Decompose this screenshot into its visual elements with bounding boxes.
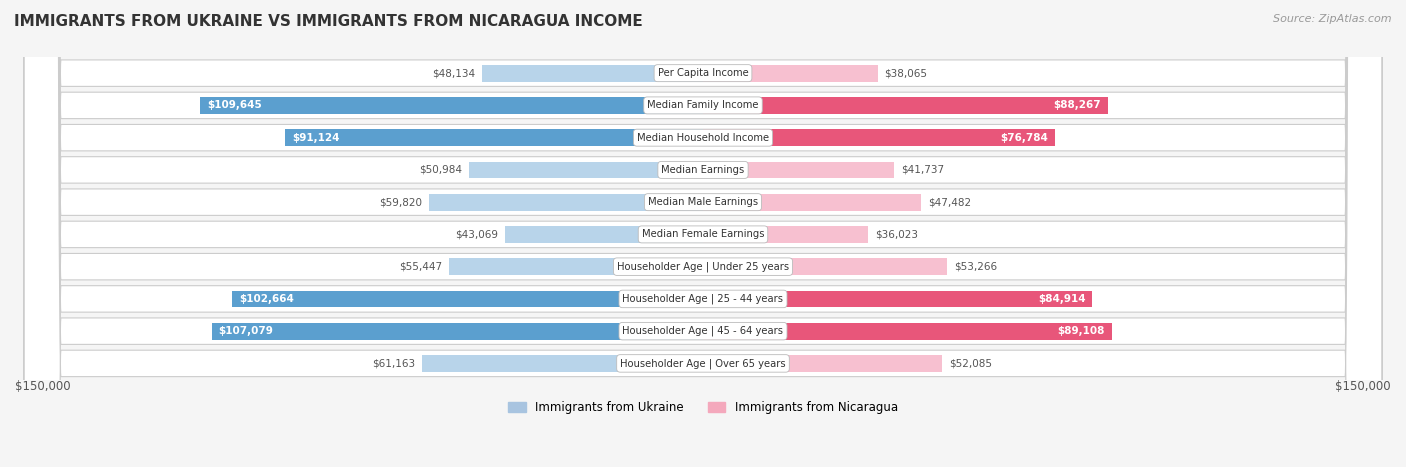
Bar <box>703 258 948 275</box>
Text: $43,069: $43,069 <box>456 229 499 240</box>
Text: $76,784: $76,784 <box>1001 133 1049 142</box>
Text: $102,664: $102,664 <box>239 294 294 304</box>
Text: Householder Age | 25 - 44 years: Householder Age | 25 - 44 years <box>623 294 783 304</box>
FancyBboxPatch shape <box>24 0 1382 467</box>
Text: $52,085: $52,085 <box>949 358 991 368</box>
FancyBboxPatch shape <box>24 0 1382 467</box>
Bar <box>703 323 1112 340</box>
Bar <box>703 129 1054 146</box>
FancyBboxPatch shape <box>24 0 1382 467</box>
Text: $50,984: $50,984 <box>419 165 463 175</box>
Text: IMMIGRANTS FROM UKRAINE VS IMMIGRANTS FROM NICARAGUA INCOME: IMMIGRANTS FROM UKRAINE VS IMMIGRANTS FR… <box>14 14 643 29</box>
Text: $61,163: $61,163 <box>373 358 416 368</box>
Text: Median Family Income: Median Family Income <box>647 100 759 110</box>
Legend: Immigrants from Ukraine, Immigrants from Nicaragua: Immigrants from Ukraine, Immigrants from… <box>503 396 903 419</box>
Text: Householder Age | Under 25 years: Householder Age | Under 25 years <box>617 262 789 272</box>
Text: $59,820: $59,820 <box>378 197 422 207</box>
Text: $41,737: $41,737 <box>901 165 945 175</box>
Text: $107,079: $107,079 <box>219 326 274 336</box>
Bar <box>703 65 877 82</box>
FancyBboxPatch shape <box>24 0 1382 467</box>
Text: Median Female Earnings: Median Female Earnings <box>641 229 765 240</box>
Bar <box>703 194 921 211</box>
Text: Per Capita Income: Per Capita Income <box>658 68 748 78</box>
Bar <box>429 194 703 211</box>
FancyBboxPatch shape <box>24 0 1382 467</box>
Text: $89,108: $89,108 <box>1057 326 1105 336</box>
Bar <box>703 355 942 372</box>
Bar <box>482 65 703 82</box>
FancyBboxPatch shape <box>24 0 1382 467</box>
Bar <box>703 226 869 243</box>
Text: $38,065: $38,065 <box>884 68 928 78</box>
Text: $55,447: $55,447 <box>399 262 441 272</box>
Text: $48,134: $48,134 <box>432 68 475 78</box>
FancyBboxPatch shape <box>24 0 1382 467</box>
Text: $109,645: $109,645 <box>207 100 262 110</box>
Text: Source: ZipAtlas.com: Source: ZipAtlas.com <box>1274 14 1392 24</box>
FancyBboxPatch shape <box>24 0 1382 467</box>
Bar <box>449 258 703 275</box>
Bar <box>200 97 703 114</box>
Bar <box>470 162 703 178</box>
Text: $47,482: $47,482 <box>928 197 970 207</box>
Text: $150,000: $150,000 <box>15 380 70 393</box>
Text: $91,124: $91,124 <box>292 133 339 142</box>
Text: $150,000: $150,000 <box>1336 380 1391 393</box>
Text: $84,914: $84,914 <box>1038 294 1085 304</box>
Bar <box>703 290 1092 307</box>
Text: Median Male Earnings: Median Male Earnings <box>648 197 758 207</box>
Text: $36,023: $36,023 <box>875 229 918 240</box>
Text: Householder Age | Over 65 years: Householder Age | Over 65 years <box>620 358 786 368</box>
Text: $53,266: $53,266 <box>955 262 997 272</box>
Bar <box>212 323 703 340</box>
FancyBboxPatch shape <box>24 0 1382 467</box>
Bar <box>703 97 1108 114</box>
Text: Householder Age | 45 - 64 years: Householder Age | 45 - 64 years <box>623 326 783 336</box>
Bar <box>422 355 703 372</box>
Text: Median Household Income: Median Household Income <box>637 133 769 142</box>
Bar <box>505 226 703 243</box>
Text: Median Earnings: Median Earnings <box>661 165 745 175</box>
Bar <box>285 129 703 146</box>
Text: $88,267: $88,267 <box>1053 100 1101 110</box>
Bar <box>703 162 894 178</box>
Bar <box>232 290 703 307</box>
FancyBboxPatch shape <box>24 0 1382 467</box>
